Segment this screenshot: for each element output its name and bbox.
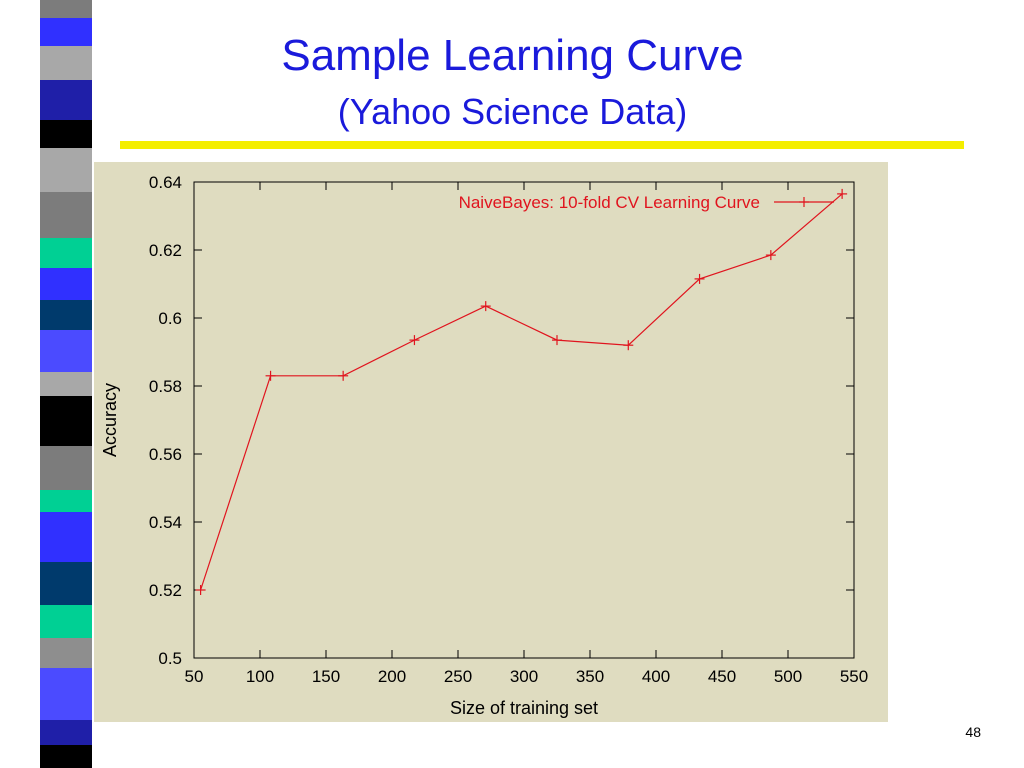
x-tick-label: 200 [378,667,406,686]
stripe-band [40,18,92,46]
y-axis-label: Accuracy [100,383,120,457]
legend-marker [799,197,809,207]
data-point-marker [195,585,206,595]
slide-number: 48 [965,724,981,740]
stripe-band [40,562,92,605]
title-underline-rule [120,141,964,149]
stripe-band [40,192,92,238]
stripe-band [40,268,92,300]
data-point-marker [623,340,634,351]
data-point-marker [265,370,276,381]
slide-title: Sample Learning Curve [281,31,744,80]
stripe-band [40,330,92,372]
stripe-band [40,0,92,18]
data-point-marker [338,370,349,381]
slide-subtitle: (Yahoo Science Data) [337,91,688,132]
x-tick-label: 550 [840,667,868,686]
stripe-band [40,638,92,668]
stripe-band [40,148,92,192]
x-tick-label: 150 [312,667,340,686]
stripe-band [40,745,92,768]
data-point-marker [694,273,705,284]
series-line [200,193,843,591]
plot-frame [193,181,855,659]
stripe-band [40,720,92,745]
legend-label: NaiveBayes: 10-fold CV Learning Curve [459,193,760,212]
stripe-band [40,490,92,512]
data-point-marker [837,188,848,199]
y-tick-label: 0.54 [149,513,182,532]
stripe-band [40,372,92,396]
learning-curve-chart: 50 100 150 200 250 300 350 400 450 500 550 0.5 0.52 0… [100,173,868,718]
x-tick-label: 50 [185,667,204,686]
stripe-band [40,396,92,446]
y-tick-label: 0.52 [149,581,182,600]
stripe-band [40,300,92,330]
stripe-band [40,668,92,720]
y-tick-label: 0.5 [158,649,182,668]
chart-panel: 50 100 150 200 250 300 350 400 450 500 550 0.5 0.52 0… [94,162,888,722]
stripe-band [40,238,92,268]
y-tick-label: 0.58 [149,377,182,396]
y-tick-label: 0.56 [149,445,182,464]
x-tick-label: 500 [774,667,802,686]
stripe-band [40,446,92,490]
x-tick-label: 400 [642,667,670,686]
stripe-band [40,80,92,120]
x-tick-label: 250 [444,667,472,686]
x-axis-label: Size of training set [450,698,598,718]
y-tick-label: 0.62 [149,241,182,260]
x-tick-label: 100 [246,667,274,686]
y-tick-label: 0.64 [149,173,182,192]
data-point-marker [552,335,562,346]
stripe-band [40,512,92,562]
data-point-marker [480,301,491,312]
x-tick-label: 350 [576,667,604,686]
stripe-band [40,46,92,80]
x-tick-label: 450 [708,667,736,686]
y-tick-label: 0.6 [158,309,182,328]
data-point-marker [765,250,776,261]
data-point-marker [409,335,420,346]
stripe-band [40,120,92,148]
x-tick-label: 300 [510,667,538,686]
stripe-band [40,605,92,638]
